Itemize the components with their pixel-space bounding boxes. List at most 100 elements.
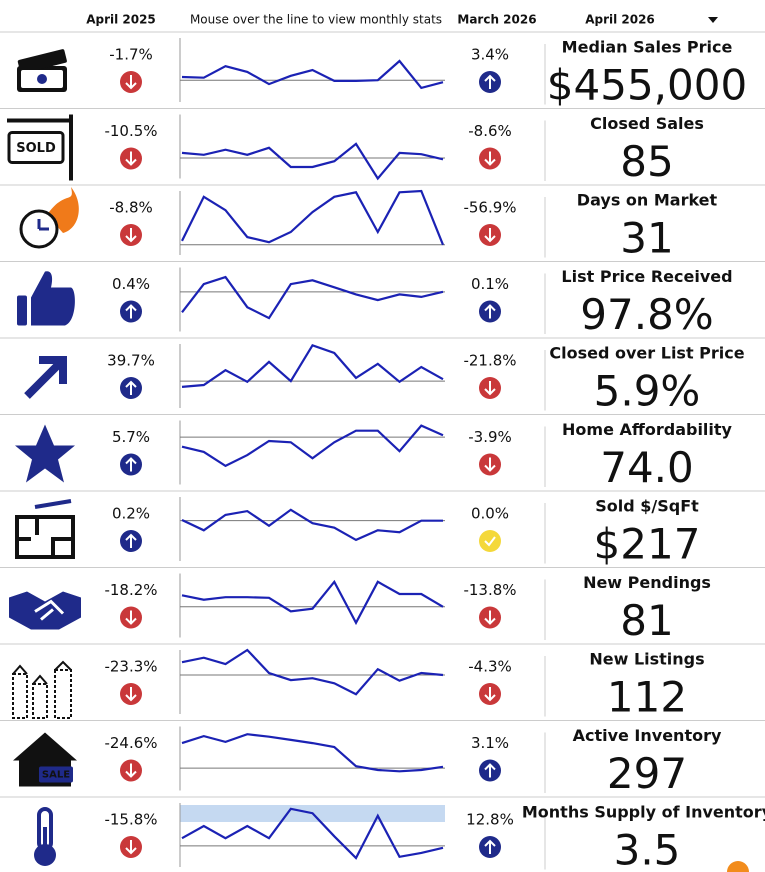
metric-value: 31: [620, 214, 673, 263]
trend-arrow: [484, 763, 496, 778]
trend-arrow: [484, 304, 496, 319]
trend-badge: [120, 71, 142, 93]
trend-badge: [120, 224, 142, 246]
metric-value: 85: [620, 137, 673, 186]
row-icon: SOLD: [7, 114, 73, 181]
icon-part: [7, 118, 73, 123]
trend-arrow: [484, 839, 496, 854]
yoy-change: 5.7%: [112, 428, 150, 446]
icon-text: SOLD: [16, 141, 56, 156]
metric-value: 81: [620, 596, 673, 645]
icon-part: [31, 271, 75, 326]
trend-badge: [479, 606, 501, 629]
icon-text: SALE: [42, 770, 70, 781]
sparkline[interactable]: [181, 189, 445, 246]
sparkline[interactable]: [181, 275, 444, 320]
trend-badge: [120, 453, 142, 476]
row-icon: [17, 49, 67, 92]
trend-arrow: [125, 840, 137, 855]
trend-badge: [120, 606, 142, 629]
icon-part: [15, 515, 75, 559]
trend-arrow: [125, 380, 137, 395]
month-select[interactable]: April 2026: [585, 13, 655, 27]
header-col: April 2025: [86, 13, 156, 27]
metric-value: 97.8%: [580, 290, 713, 339]
trend-badge: [120, 300, 142, 323]
row-icon: [15, 499, 75, 559]
metric-title: Active Inventory: [573, 726, 722, 745]
yoy-change: -15.8%: [104, 811, 157, 829]
dropdown-caret[interactable]: [708, 17, 718, 23]
row-icon: [17, 271, 75, 326]
metric-value: 74.0: [600, 443, 694, 492]
row-icon: [19, 187, 79, 249]
trend-arrow: [484, 536, 496, 547]
icon-part: [12, 673, 28, 719]
icon-part: [12, 664, 28, 675]
trend-badge: [479, 683, 501, 705]
trend-arrow: [125, 533, 137, 548]
icon-part: [43, 827, 47, 851]
header-hint: Mouse over the line to view monthly stat…: [190, 13, 442, 27]
row-icon: [12, 660, 72, 719]
yoy-change: -23.3%: [104, 658, 157, 676]
mom-change: 0.0%: [471, 505, 509, 523]
mom-change: 12.8%: [466, 811, 514, 829]
trend-arrow: [484, 687, 496, 702]
yoy-change: 0.2%: [112, 505, 150, 523]
metric-title: Sold $/SqFt: [595, 497, 699, 516]
icon-part: [32, 674, 48, 685]
metric-title: Months Supply of Inventory: [522, 803, 765, 822]
sparkline[interactable]: [181, 508, 443, 542]
help-badge[interactable]: [727, 861, 749, 872]
trend-arrow: [484, 457, 496, 472]
icon-part: [34, 499, 72, 509]
yoy-change: -10.5%: [104, 122, 157, 140]
icon-part: [7, 131, 65, 164]
metric-title: Days on Market: [577, 191, 718, 210]
trend-arrow: [484, 151, 496, 166]
trend-arrow: [484, 610, 496, 625]
icon-part: [34, 599, 65, 621]
yoy-change: 0.4%: [112, 275, 150, 293]
metric-title: Median Sales Price: [562, 38, 733, 57]
trend-badge: [120, 683, 142, 705]
yoy-change: 39.7%: [107, 352, 155, 370]
metric-value: 112: [607, 673, 687, 722]
icon-part: [32, 683, 48, 719]
metric-title: New Pendings: [583, 573, 711, 592]
sparkline[interactable]: [181, 648, 444, 696]
sparkline[interactable]: [181, 142, 444, 181]
icon-part: [17, 295, 27, 326]
trend-arrow: [125, 687, 137, 702]
sparkline[interactable]: [181, 343, 444, 388]
trend-badge: [120, 759, 142, 782]
icon-part: [37, 219, 49, 231]
icon-part: [24, 356, 67, 399]
trend-badge: [479, 836, 501, 858]
trend-circle: [479, 530, 501, 552]
metric-value: $217: [594, 520, 701, 569]
trend-arrow: [484, 74, 496, 89]
row-icon: [9, 591, 81, 630]
mom-change: -56.9%: [463, 199, 516, 217]
sparkline[interactable]: [181, 733, 444, 773]
sparkline[interactable]: [181, 807, 444, 860]
trend-badge: [479, 71, 501, 93]
sparkline[interactable]: [181, 579, 444, 626]
mom-change: -3.9%: [468, 428, 512, 446]
yoy-change: -18.2%: [104, 581, 157, 599]
row-icon: [15, 424, 75, 483]
trend-badge: [479, 300, 501, 323]
sparkline[interactable]: [181, 59, 444, 90]
yoy-change: -1.7%: [109, 46, 153, 64]
sparkline[interactable]: [181, 424, 444, 468]
trend-badge: [479, 224, 501, 246]
trend-arrow: [125, 763, 137, 778]
metric-title: List Price Received: [561, 267, 732, 286]
trend-badge: [120, 147, 142, 170]
mom-change: 3.4%: [471, 46, 509, 64]
icon-part: [34, 844, 56, 866]
mom-change: -13.8%: [463, 581, 516, 599]
